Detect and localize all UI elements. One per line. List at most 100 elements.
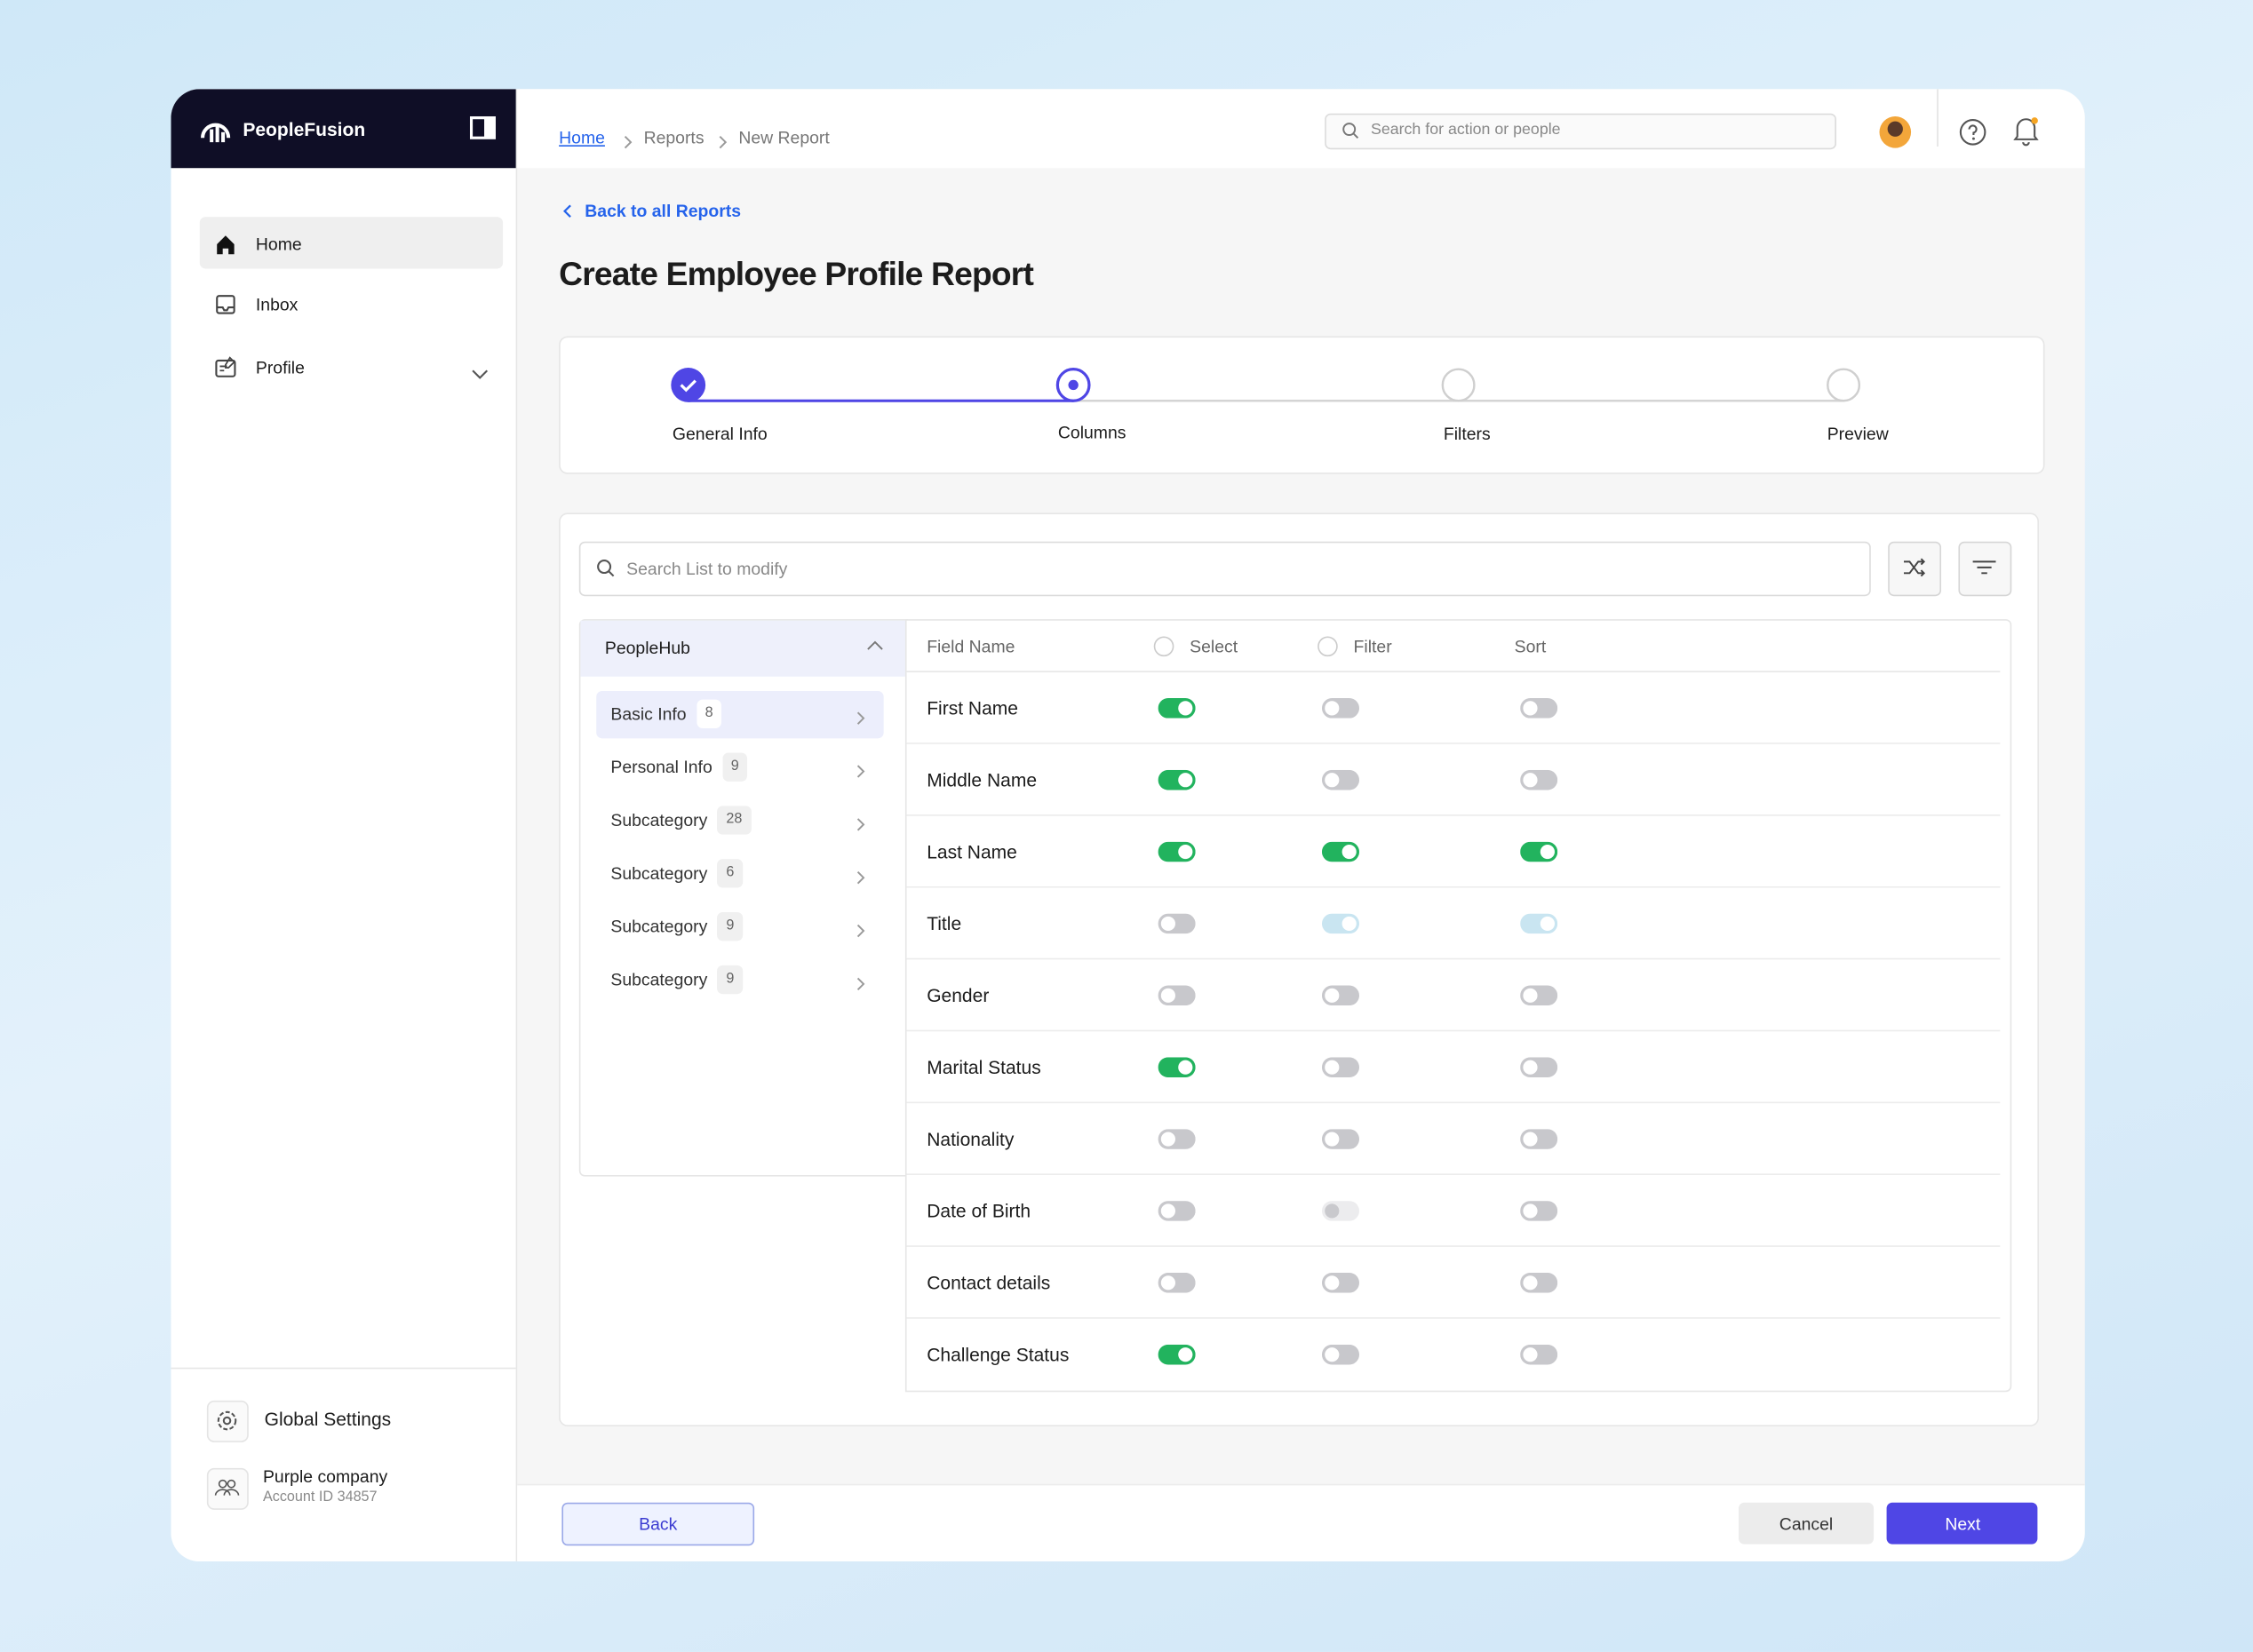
nav-active-bg bbox=[199, 217, 504, 269]
toggle bbox=[1158, 913, 1196, 941]
toggle bbox=[1321, 769, 1360, 798]
toggle-svg bbox=[1520, 985, 1558, 1006]
step-marker bbox=[1440, 366, 1477, 410]
toggle-svg bbox=[1158, 1129, 1196, 1149]
filter-button[interactable] bbox=[1958, 541, 2012, 597]
breadcrumb-sep bbox=[717, 131, 728, 156]
category-label[interactable]: Subcategory bbox=[610, 863, 708, 884]
header-radio bbox=[1152, 635, 1175, 665]
nav-icon-svg bbox=[217, 235, 235, 255]
toggle bbox=[1520, 913, 1558, 941]
toggle-svg bbox=[1520, 913, 1558, 934]
category-chevron-svg bbox=[856, 977, 865, 991]
row-divider bbox=[906, 1029, 2001, 1032]
breadcrumb: New Report bbox=[738, 127, 830, 148]
collapse-chevron bbox=[867, 640, 883, 650]
category-chevron-svg bbox=[856, 924, 865, 938]
category-chevron-svg bbox=[856, 765, 865, 778]
field-name: Last Name bbox=[927, 840, 1017, 863]
toggle-svg bbox=[1158, 1272, 1196, 1293]
row-divider bbox=[906, 1101, 2001, 1104]
category-label[interactable]: Subcategory bbox=[610, 916, 708, 937]
toggle bbox=[1321, 1129, 1360, 1156]
list-search[interactable] bbox=[578, 541, 1871, 597]
toggle bbox=[1321, 985, 1360, 1013]
avatar[interactable] bbox=[1879, 116, 1912, 148]
breadcrumb-sep-svg bbox=[624, 135, 633, 149]
filter-icon bbox=[1972, 560, 1996, 575]
breadcrumb-sep bbox=[622, 131, 633, 156]
back-button-label: Back bbox=[639, 1513, 678, 1535]
header-radio bbox=[1316, 635, 1339, 665]
nav-item[interactable]: Home bbox=[255, 234, 302, 255]
field-name: Nationality bbox=[927, 1128, 1015, 1150]
help-icon[interactable] bbox=[1958, 118, 1986, 147]
nav-item[interactable]: Profile bbox=[255, 357, 305, 378]
global-search[interactable] bbox=[1325, 113, 1836, 150]
sidebar bbox=[171, 89, 518, 1562]
toggle-svg bbox=[1321, 698, 1360, 719]
next-button[interactable] bbox=[1886, 1502, 2038, 1545]
toggle-svg bbox=[1158, 1201, 1196, 1221]
toggle bbox=[1158, 1344, 1196, 1372]
breadcrumb[interactable]: Home bbox=[559, 127, 605, 148]
toggle-svg bbox=[1321, 841, 1360, 862]
settings-link[interactable]: Global Settings bbox=[264, 1408, 392, 1431]
category-label[interactable]: Subcategory bbox=[610, 810, 708, 830]
toggle-svg bbox=[1158, 913, 1196, 934]
toggle-svg bbox=[1520, 1344, 1558, 1365]
nav-item[interactable]: Inbox bbox=[255, 294, 299, 315]
page-title: Create Employee Profile Report bbox=[559, 255, 1034, 293]
toggle bbox=[1520, 985, 1558, 1013]
nav-icon-svg bbox=[216, 295, 235, 314]
field-name: Middle Name bbox=[927, 769, 1038, 791]
bell-icon[interactable] bbox=[2011, 115, 2040, 147]
toggle bbox=[1520, 1272, 1558, 1300]
cancel-button[interactable] bbox=[1738, 1502, 1875, 1545]
gear bbox=[217, 1410, 237, 1431]
header-radio-svg bbox=[1318, 636, 1338, 657]
toggle bbox=[1321, 1272, 1360, 1300]
step-marker-svg bbox=[1827, 368, 1861, 402]
nav-icon-svg bbox=[215, 356, 236, 377]
category-label[interactable]: Personal Info bbox=[610, 757, 713, 777]
toggle-svg bbox=[1321, 1057, 1360, 1078]
column-header: Sort bbox=[1514, 636, 1547, 657]
category-label[interactable]: Subcategory bbox=[610, 969, 708, 990]
row-divider bbox=[906, 743, 2001, 744]
row-divider bbox=[906, 1173, 2001, 1175]
step-marker bbox=[1055, 366, 1092, 410]
account-id: Account ID 34857 bbox=[262, 1489, 378, 1505]
step-label: General Info bbox=[672, 424, 768, 444]
collapse-icon[interactable] bbox=[469, 116, 496, 139]
toggle-svg bbox=[1158, 769, 1196, 790]
global-search-placeholder: Search for action or people bbox=[1370, 121, 1561, 139]
category-count: 9 bbox=[722, 752, 748, 782]
field-name: Challenge Status bbox=[927, 1344, 1070, 1366]
category-chevron bbox=[855, 973, 866, 998]
category-label[interactable]: Basic Info bbox=[610, 703, 687, 725]
category-count: 6 bbox=[717, 859, 744, 888]
toggle bbox=[1158, 698, 1196, 726]
toggle bbox=[1321, 1201, 1360, 1228]
back-link[interactable]: Back to all Reports bbox=[585, 201, 742, 222]
brand-logo bbox=[201, 123, 231, 143]
group-header[interactable] bbox=[580, 620, 905, 677]
toggle-svg bbox=[1321, 1201, 1360, 1221]
toggle-svg bbox=[1321, 769, 1360, 790]
nav-icon bbox=[214, 356, 237, 386]
row-divider bbox=[906, 886, 2001, 888]
toggle-svg bbox=[1158, 1057, 1196, 1078]
header-radio-svg bbox=[1153, 636, 1174, 657]
people bbox=[214, 1479, 240, 1496]
toggle-svg bbox=[1158, 841, 1196, 862]
breadcrumb[interactable]: Reports bbox=[643, 127, 705, 148]
breadcrumb-sep-svg bbox=[719, 135, 728, 149]
step-line-svg bbox=[688, 399, 1844, 402]
toggle bbox=[1321, 1344, 1360, 1372]
category-active-bg bbox=[596, 690, 884, 739]
toggle-svg bbox=[1158, 1344, 1196, 1365]
category-chevron-svg bbox=[856, 818, 865, 831]
back-button[interactable] bbox=[561, 1502, 755, 1546]
toggle bbox=[1158, 985, 1196, 1013]
